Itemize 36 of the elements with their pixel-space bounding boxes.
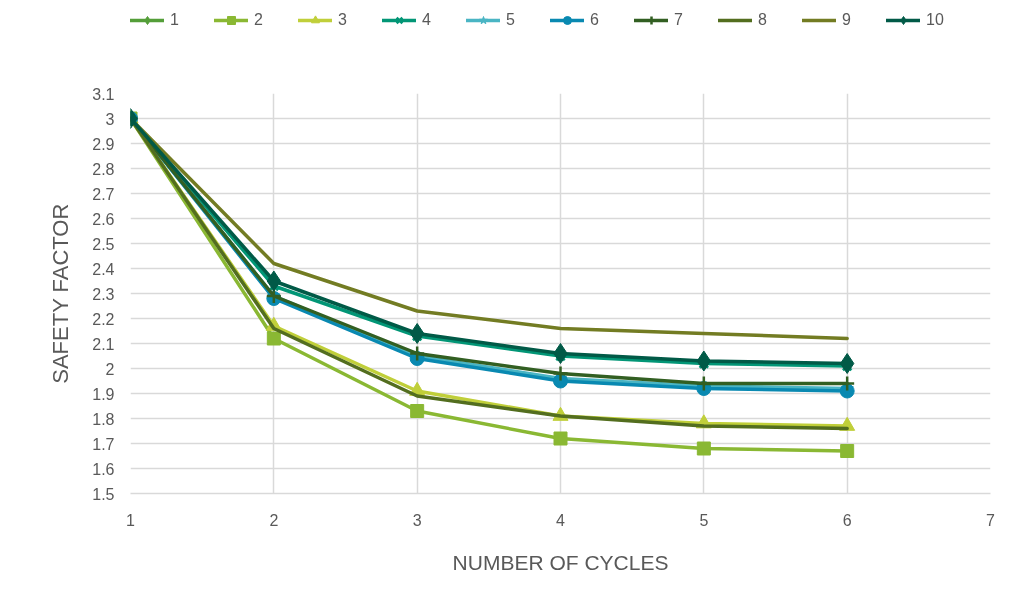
y-tick-label: 1.8: [92, 410, 115, 428]
y-tick-label: 2.7: [92, 185, 115, 203]
y-tick-label: 1.9: [92, 385, 115, 403]
legend-label: 1: [170, 11, 180, 29]
legend-label: 7: [674, 11, 684, 29]
y-tick-label: 2.1: [92, 335, 115, 353]
x-tick-label: 3: [412, 511, 422, 529]
x-tick-label: 2: [269, 511, 279, 529]
y-tick-label: 2.2: [92, 310, 115, 328]
y-tick-label: 1.5: [92, 485, 115, 503]
y-tick-label: 1.6: [92, 460, 115, 478]
x-tick-label: 4: [556, 511, 566, 529]
y-tick-label: 2.5: [92, 235, 115, 253]
legend-label: 6: [590, 11, 600, 29]
legend-label: 5: [506, 11, 516, 29]
x-tick-label: 1: [126, 511, 136, 529]
y-tick-label: 2.4: [92, 260, 115, 278]
x-axis-title: NUMBER OF CYCLES: [452, 550, 669, 574]
y-tick-label: 2.6: [92, 210, 115, 228]
y-axis-title: SAFETY FACTOR: [48, 203, 74, 384]
y-tick-label: 2: [105, 360, 115, 378]
legend-label: 3: [338, 11, 348, 29]
y-tick-label: 2.3: [92, 285, 115, 303]
y-tick-label: 1.7: [92, 435, 115, 453]
legend-label: 9: [842, 11, 852, 29]
x-tick-label: 7: [986, 511, 996, 529]
x-tick-label: 5: [699, 511, 709, 529]
legend-label: 2: [254, 11, 264, 29]
legend-label: 10: [926, 11, 944, 29]
y-tick-label: 2.9: [92, 135, 115, 153]
y-tick-label: 3: [105, 110, 115, 128]
legend-label: 8: [758, 11, 768, 29]
legend-label: 4: [422, 11, 432, 29]
y-tick-label: 3.1: [92, 85, 115, 103]
x-tick-label: 6: [842, 511, 852, 529]
y-tick-label: 2.8: [92, 160, 115, 178]
